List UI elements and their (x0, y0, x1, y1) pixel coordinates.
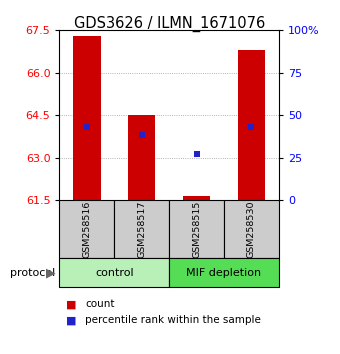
Text: ▶: ▶ (46, 266, 55, 279)
Bar (224, 200, 279, 258)
Bar (238, 50, 265, 200)
Text: GSM258516: GSM258516 (82, 200, 91, 258)
Text: GDS3626 / ILMN_1671076: GDS3626 / ILMN_1671076 (74, 16, 266, 32)
Bar (59, 258, 169, 287)
Bar (128, 115, 155, 200)
Text: count: count (85, 299, 115, 309)
Text: GSM258530: GSM258530 (247, 200, 256, 258)
Bar (73, 36, 101, 200)
Bar (59, 200, 114, 258)
Bar (169, 200, 224, 258)
Text: MIF depletion: MIF depletion (186, 268, 261, 278)
Text: ■: ■ (66, 299, 77, 309)
Bar (169, 258, 279, 287)
Text: ■: ■ (66, 315, 77, 325)
Bar (114, 200, 169, 258)
Text: percentile rank within the sample: percentile rank within the sample (85, 315, 261, 325)
Text: GSM258515: GSM258515 (192, 200, 201, 258)
Bar (183, 196, 210, 200)
Text: GSM258517: GSM258517 (137, 200, 146, 258)
Text: control: control (95, 268, 134, 278)
Text: protocol: protocol (10, 268, 55, 278)
